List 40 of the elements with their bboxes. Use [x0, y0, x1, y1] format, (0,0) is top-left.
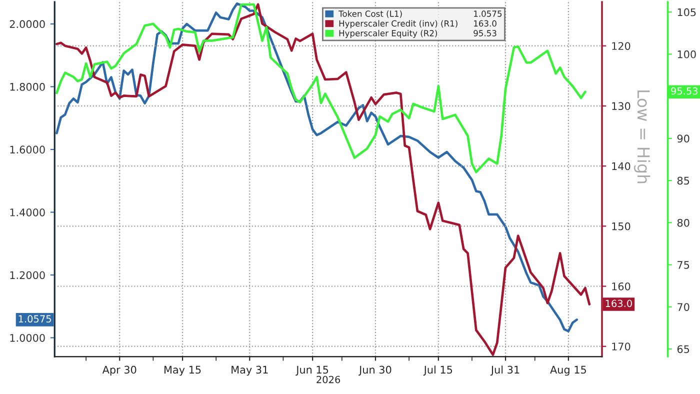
legend-label: Hyperscaler Equity (R2) [339, 30, 438, 38]
line-series [56, 3, 586, 174]
x-tick-label: May 31 [232, 366, 268, 376]
text: 163.0 [606, 300, 632, 308]
y-tick-label: 1.4000 [10, 208, 45, 216]
y-tick-label: 1.8000 [10, 82, 45, 91]
y2-axis-title: Low = High [634, 90, 650, 184]
y2-tick-label: 160 [612, 282, 630, 290]
x-tick-label: Jul 15 [423, 366, 452, 376]
legend-label: Token Cost (L1) [338, 10, 402, 18]
y3-tick-label: 80 [677, 218, 690, 227]
y-tick-label: 1.6000 [10, 146, 45, 154]
annotation: 1.0575 [474, 10, 502, 17]
y3-tick-label: 105 [678, 8, 696, 16]
y2-tick-label: 170 [612, 342, 630, 350]
x-tick-label: Jul 31 [490, 366, 520, 376]
y3-tick-label: 75 [678, 261, 690, 269]
y-tick-label: 2.0000 [10, 20, 45, 28]
x-tick-label: Aug 15 [550, 366, 586, 376]
y3-tick-label: 100 [678, 50, 696, 58]
text: 95.53 [671, 87, 698, 95]
annotation: 163.0 [474, 20, 496, 27]
y3-tick-label: 85 [677, 176, 690, 185]
x-tick-label: Apr 30 [102, 366, 136, 376]
y2-tick-label: 120 [612, 42, 630, 50]
y-tick-label: 1.2000 [10, 271, 45, 280]
y2-tick-label: 150 [612, 222, 630, 230]
text: 1.0575 [18, 315, 51, 323]
legend-label: Hyperscaler Credit (inv) (R1) [339, 20, 458, 28]
y3-tick-label: 65 [677, 345, 690, 354]
y3-tick-label: 70 [678, 303, 690, 311]
y2-tick-label: 130 [612, 102, 630, 110]
annotation: 95.53 [474, 30, 496, 36]
x-tick-label: Jun 30 [358, 366, 392, 376]
x-tick-label: May 15 [164, 366, 201, 376]
x-axis-title: 2026 [316, 376, 340, 384]
y3-tick-label: 90 [677, 134, 690, 143]
x-tick-label: Jun 15 [296, 366, 328, 376]
y2-tick-label: 140 [612, 162, 630, 170]
y-tick-label: 1.0000 [10, 334, 45, 342]
